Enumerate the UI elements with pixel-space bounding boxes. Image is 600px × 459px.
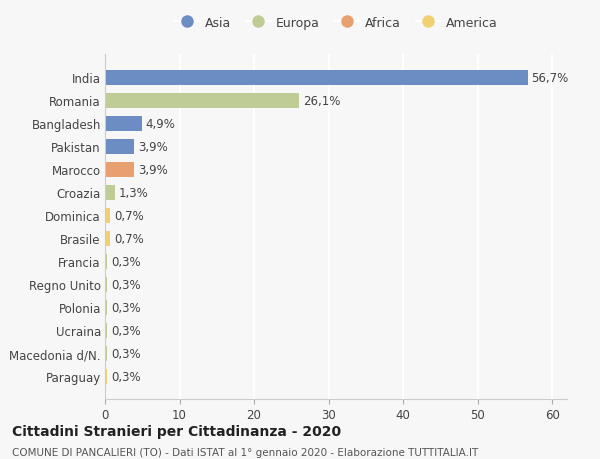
Bar [105, 323, 107, 338]
Text: 56,7%: 56,7% [531, 72, 568, 84]
Bar [105, 71, 527, 86]
Text: 0,7%: 0,7% [114, 232, 143, 245]
Text: 0,3%: 0,3% [111, 324, 140, 337]
Text: 3,9%: 3,9% [138, 163, 167, 176]
Bar [105, 185, 115, 200]
Text: 0,3%: 0,3% [111, 301, 140, 314]
Text: 0,3%: 0,3% [111, 370, 140, 383]
Text: 0,7%: 0,7% [114, 209, 143, 222]
Text: COMUNE DI PANCALIERI (TO) - Dati ISTAT al 1° gennaio 2020 - Elaborazione TUTTITA: COMUNE DI PANCALIERI (TO) - Dati ISTAT a… [12, 448, 478, 458]
Bar [105, 162, 134, 177]
Text: Cittadini Stranieri per Cittadinanza - 2020: Cittadini Stranieri per Cittadinanza - 2… [12, 425, 341, 438]
Legend: Asia, Europa, Africa, America: Asia, Europa, Africa, America [175, 17, 497, 29]
Text: 1,3%: 1,3% [118, 186, 148, 199]
Bar [105, 117, 142, 131]
Text: 0,3%: 0,3% [111, 278, 140, 291]
Bar [105, 277, 107, 292]
Bar [105, 208, 110, 223]
Bar [105, 300, 107, 315]
Text: 0,3%: 0,3% [111, 347, 140, 360]
Bar [105, 140, 134, 154]
Text: 0,3%: 0,3% [111, 255, 140, 268]
Bar [105, 94, 299, 109]
Text: 4,9%: 4,9% [145, 118, 175, 130]
Text: 26,1%: 26,1% [303, 95, 341, 107]
Bar [105, 231, 110, 246]
Text: 3,9%: 3,9% [138, 140, 167, 153]
Bar [105, 346, 107, 361]
Bar [105, 369, 107, 384]
Bar [105, 254, 107, 269]
